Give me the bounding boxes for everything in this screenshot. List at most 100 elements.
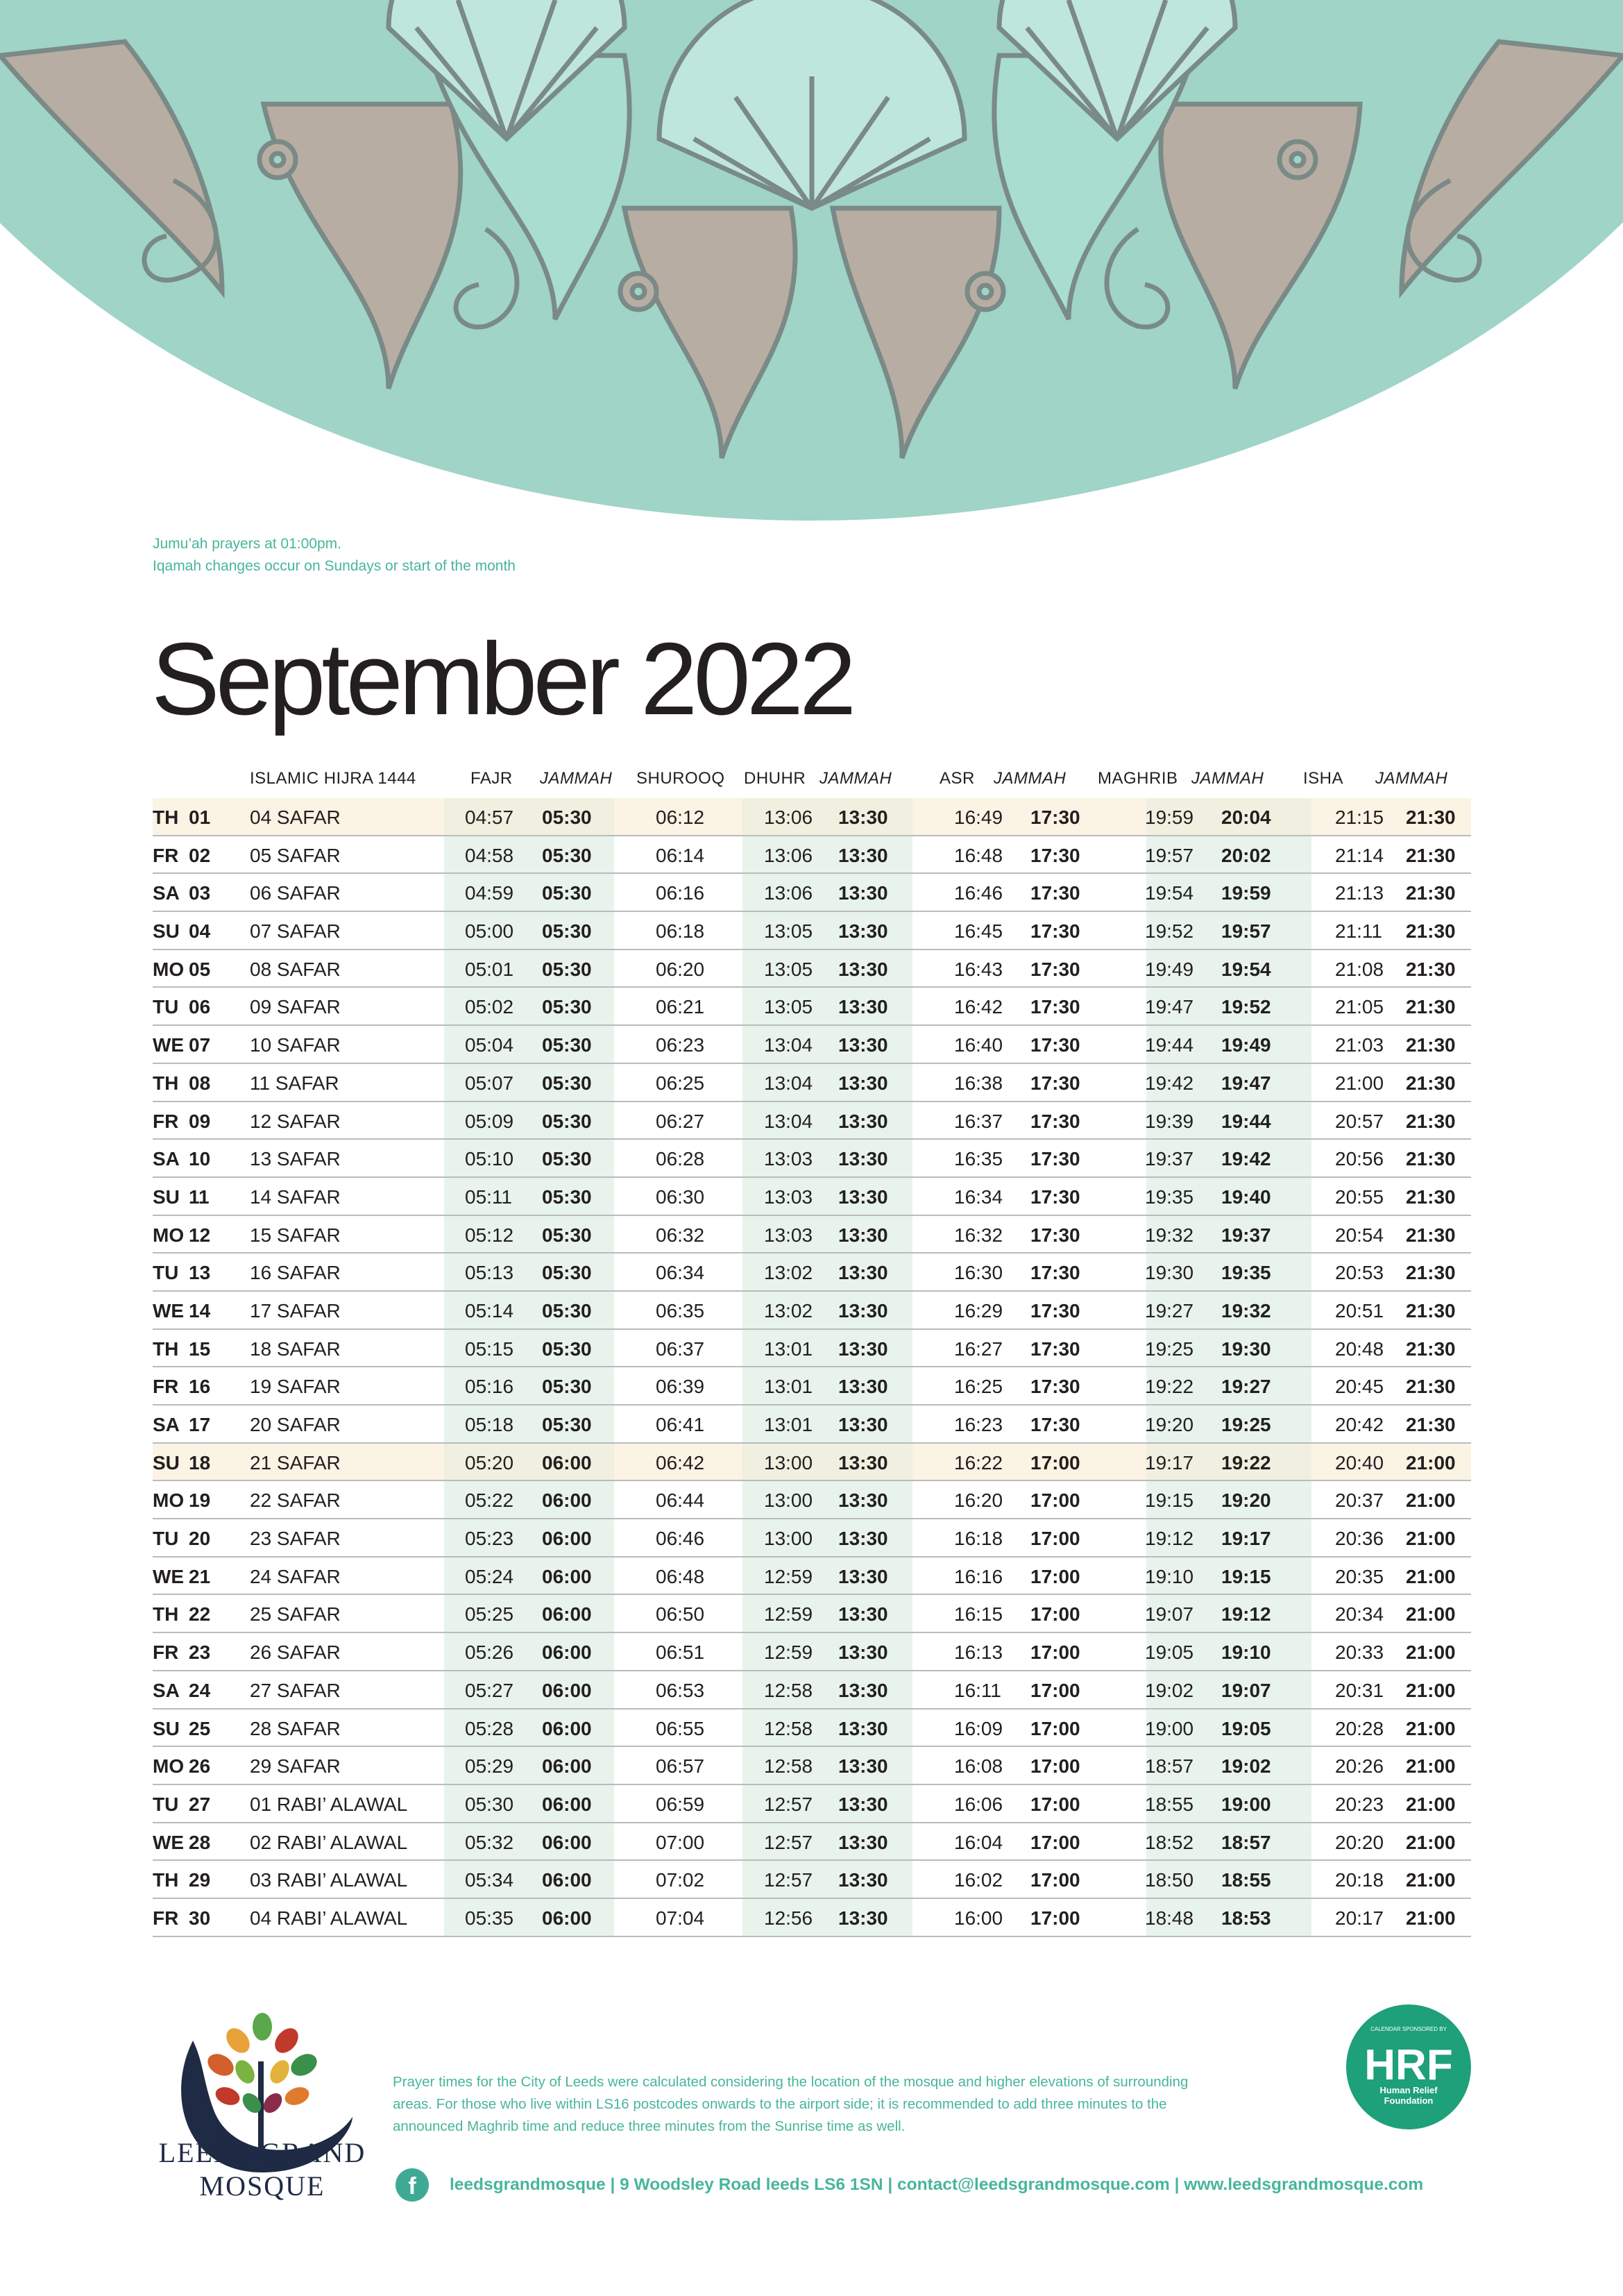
cell-isha: 20:53 (1335, 1262, 1384, 1284)
cell-maghrib: 19:39 (1145, 1110, 1194, 1132)
header-shurooq: SHUROOQ (636, 769, 725, 788)
day-number: 03 (189, 882, 211, 904)
cell-maghrib: 19:54 (1145, 882, 1194, 904)
cell-dhuhr: 13:05 (764, 920, 813, 943)
cell-dhuhr: 12:59 (764, 1641, 813, 1664)
cell-maghrib: 19:02 (1145, 1679, 1194, 1701)
column-band (444, 1140, 614, 1176)
cell-dhuhr-jammah: 13:30 (838, 1755, 888, 1778)
cell-fajr: 05:09 (465, 1110, 514, 1132)
cell-fajr: 05:11 (465, 1185, 512, 1208)
facebook-icon[interactable]: f (396, 2168, 429, 2202)
column-band (1146, 1063, 1311, 1101)
cell-asr: 16:45 (954, 920, 1003, 943)
table-row: WE 14 17 SAFAR 05:14 05:30 06:35 13:02 13:30 16:… (153, 1291, 1471, 1330)
cell-maghrib: 19:52 (1145, 920, 1194, 943)
column-band (742, 1140, 912, 1176)
column-band (742, 1253, 912, 1290)
table-row: SU 18 21 SAFAR 05:20 06:00 06:42 13:00 13:30 16:… (153, 1443, 1471, 1482)
day-number: 24 (189, 1679, 211, 1701)
day-number: 05 (189, 958, 211, 980)
cell-isha: 20:37 (1335, 1489, 1384, 1512)
cell-fajr-jammah: 06:00 (542, 1717, 592, 1739)
cell-isha: 20:55 (1335, 1185, 1384, 1208)
cell-asr: 16:02 (954, 1869, 1003, 1891)
cell-dhuhr-jammah: 13:30 (838, 1224, 888, 1246)
cell-isha-jammah: 21:00 (1406, 1679, 1456, 1701)
table-row: SA 17 20 SAFAR 05:18 05:30 06:41 13:01 13:30 16:… (153, 1406, 1471, 1444)
cell-maghrib: 19:25 (1145, 1337, 1194, 1360)
table-row: SU 25 28 SAFAR 05:28 06:00 06:55 12:58 13:30 16:… (153, 1709, 1471, 1748)
cell-dhuhr: 12:58 (764, 1679, 813, 1701)
cell-dhuhr-jammah: 13:30 (838, 996, 888, 1018)
cell-fajr: 05:29 (465, 1755, 514, 1778)
header-dhuhr-jammah: JAMMAH (819, 769, 892, 788)
cell-isha-jammah: 21:00 (1406, 1528, 1456, 1550)
column-band (1146, 798, 1311, 835)
cell-isha: 21:15 (1335, 807, 1384, 828)
column-band (1146, 1026, 1311, 1063)
header-isha-jammah: JAMMAH (1375, 769, 1448, 788)
cell-maghrib: 19:30 (1145, 1262, 1194, 1284)
day-of-week: MO (153, 1755, 185, 1778)
cell-fajr-jammah: 06:00 (542, 1641, 592, 1664)
cell-hijri: 19 SAFAR (250, 1376, 341, 1398)
logo-line2: MOSQUE (199, 2170, 325, 2202)
cell-asr: 16:38 (954, 1072, 1003, 1094)
column-band (742, 1557, 912, 1594)
cell-hijri: 17 SAFAR (250, 1299, 341, 1322)
cell-isha: 20:23 (1335, 1793, 1384, 1815)
cell-asr-jammah: 17:30 (1030, 920, 1080, 943)
contact-details[interactable]: leedsgrandmosque | 9 Woodsley Road leeds… (450, 2175, 1424, 2194)
cell-isha-jammah: 21:30 (1406, 1224, 1456, 1246)
table-row: MO 12 15 SAFAR 05:12 05:30 06:32 13:03 13:30 16:… (153, 1215, 1471, 1254)
cell-fajr: 05:02 (465, 996, 514, 1018)
cell-shurooq: 06:50 (656, 1603, 705, 1626)
cell-maghrib-jammah: 19:27 (1221, 1376, 1271, 1398)
cell-shurooq: 06:28 (656, 1148, 705, 1170)
cell-fajr-jammah: 05:30 (542, 1148, 592, 1170)
day-number: 23 (189, 1641, 211, 1664)
cell-hijri: 23 SAFAR (250, 1528, 341, 1550)
column-band (1146, 1823, 1311, 1860)
column-band (742, 1367, 912, 1404)
day-number: 30 (189, 1907, 211, 1929)
cell-maghrib-jammah: 19:02 (1221, 1755, 1271, 1778)
cell-fajr: 05:20 (465, 1451, 514, 1474)
day-number: 29 (189, 1869, 211, 1891)
cell-asr: 16:15 (954, 1603, 1003, 1626)
cell-maghrib: 19:07 (1145, 1603, 1194, 1626)
table-row: WE 28 02 RABI’ ALAWAL 05:32 06:00 07:00 12:57 1… (153, 1823, 1471, 1862)
column-band (742, 1291, 912, 1328)
cell-maghrib: 19:05 (1145, 1641, 1194, 1664)
cell-maghrib: 19:49 (1145, 958, 1194, 980)
cell-isha: 21:08 (1335, 958, 1384, 980)
cell-isha-jammah: 21:30 (1406, 1376, 1456, 1398)
cell-fajr: 05:25 (465, 1603, 514, 1626)
cell-dhuhr: 12:57 (764, 1869, 813, 1891)
column-band (742, 912, 912, 949)
cell-isha: 20:54 (1335, 1224, 1384, 1246)
day-of-week: WE (153, 1034, 185, 1056)
cell-shurooq: 06:48 (656, 1565, 705, 1587)
cell-hijri: 02 RABI’ ALAWAL (250, 1831, 408, 1853)
cell-hijri: 16 SAFAR (250, 1262, 341, 1284)
cell-isha: 21:03 (1335, 1034, 1384, 1056)
cell-hijri: 11 SAFAR (250, 1072, 339, 1094)
cell-maghrib: 18:57 (1145, 1755, 1194, 1778)
column-band (444, 1101, 614, 1139)
cell-shurooq: 06:57 (656, 1755, 705, 1778)
column-band (1146, 1329, 1311, 1367)
column-band (444, 1671, 614, 1708)
cell-dhuhr: 13:04 (764, 1110, 813, 1132)
cell-shurooq: 06:53 (656, 1679, 705, 1701)
day-number: 01 (189, 807, 211, 828)
cell-dhuhr-jammah: 13:30 (838, 1679, 888, 1701)
table-row: TH 01 04 SAFAR 04:57 05:30 06:12 13:06 13:30 16:… (153, 798, 1471, 836)
cell-asr: 16:49 (954, 807, 1003, 828)
cell-fajr-jammah: 05:30 (542, 1034, 592, 1056)
column-band (1146, 1861, 1311, 1898)
column-band (742, 1823, 912, 1860)
cell-shurooq: 06:55 (656, 1717, 705, 1739)
cell-fajr: 05:04 (465, 1034, 514, 1056)
